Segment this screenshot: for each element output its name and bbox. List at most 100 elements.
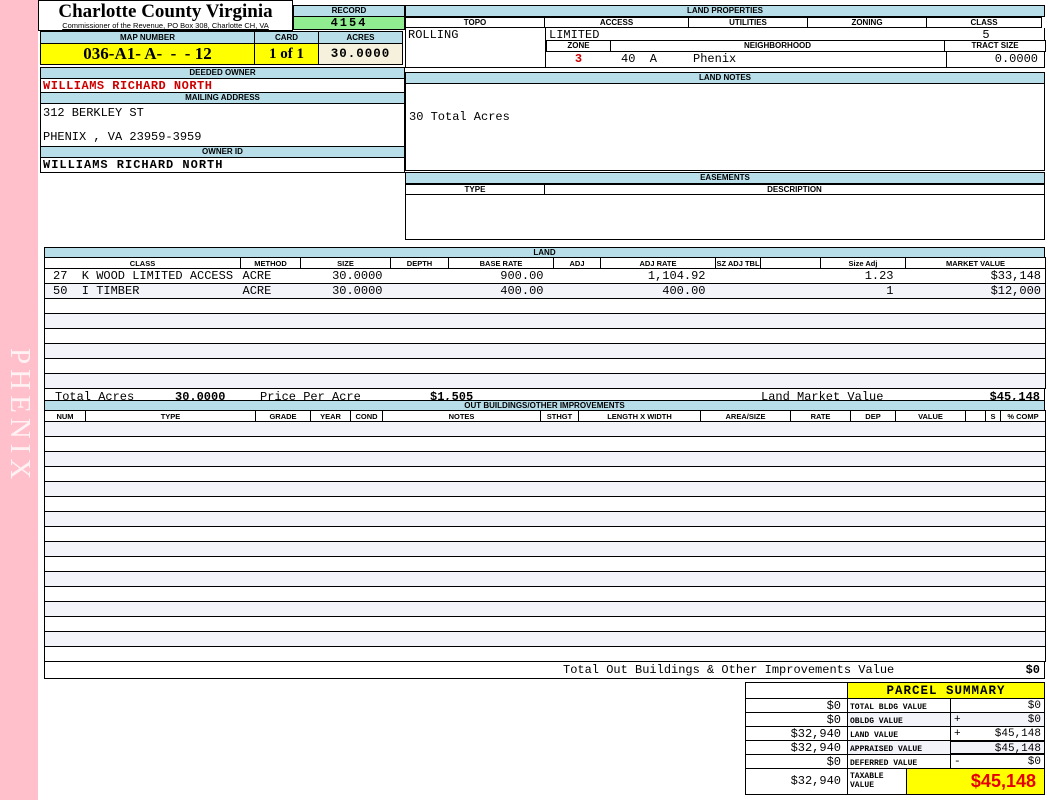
empty-row: [44, 421, 1046, 437]
empty-cell: [44, 586, 1046, 602]
empty-cell: [44, 511, 1046, 527]
land-table-header-row: CLASS METHOD SIZE DEPTH BASE RATE ADJ ADJ RATE…: [44, 257, 1046, 269]
easements-header: EASEMENTS: [405, 172, 1045, 184]
cell: $12,000: [905, 283, 1046, 299]
column-header: SZ ADJ TBL: [715, 257, 761, 269]
parcel-summary: PARCEL SUMMARY $0 TOTAL BLDG VALUE $0 $0 OBL…: [745, 682, 1045, 795]
empty-row: [44, 631, 1046, 647]
empty-row: [44, 646, 1046, 662]
cell: [760, 268, 821, 284]
empty-row: [44, 436, 1046, 452]
empty-cell: [44, 481, 1046, 497]
county-subtitle: Commissioner of the Revenue, PO Box 308,…: [62, 21, 269, 30]
prior-value: $0: [745, 712, 848, 727]
card-value[interactable]: 1 of 1: [254, 43, 319, 65]
prior-value: $32,940: [745, 726, 848, 741]
column-header: RATE: [790, 410, 851, 422]
table-row: 27 K WOOD LIMITED ACCESS ACRE 30.0000 900.0…: [44, 268, 1046, 284]
empty-cell: [44, 646, 1046, 662]
map-value-row: 036-A1- A- - - 12 1 of 1 30.0000: [40, 43, 405, 65]
taxable-value[interactable]: $45,148: [906, 768, 1045, 795]
county-title-box: Charlotte County Virginia Commissioner o…: [38, 0, 293, 31]
column-header: CLASS: [44, 257, 241, 269]
prior-value: $32,940: [745, 740, 848, 755]
land-notes-body[interactable]: 30 Total Acres: [405, 84, 1045, 171]
access-label: ACCESS: [544, 17, 689, 28]
parcel-summary-row: $0 DEFERRED VALUE - $0: [745, 754, 1045, 769]
cell: [715, 268, 761, 284]
empty-cell: [44, 358, 1046, 374]
summary-value: $0: [1027, 714, 1041, 726]
column-header: TYPE: [85, 410, 256, 422]
column-header: ADJ: [553, 257, 601, 269]
parcel-summary-row: $32,940 LAND VALUE + $45,148: [745, 726, 1045, 741]
summary-value: $45,148: [994, 728, 1041, 740]
column-header: ADJ RATE: [600, 257, 716, 269]
topo-label: TOPO: [405, 17, 545, 28]
zone-label: ZONE: [546, 40, 611, 52]
column-header: STHGT: [540, 410, 579, 422]
map-number-value[interactable]: 036-A1- A- - - 12: [40, 43, 255, 65]
watermark-phenix: PHENIX: [4, 348, 36, 485]
parcel-summary-row: $0 OBLDG VALUE + $0: [745, 712, 1045, 727]
cell: 1: [820, 283, 906, 299]
empty-row: [44, 373, 1046, 389]
empty-row: [44, 526, 1046, 542]
empty-cell: [44, 631, 1046, 647]
cell: [715, 283, 761, 299]
parcel-summary-header-row: PARCEL SUMMARY: [745, 682, 1045, 699]
cell: 27 K WOOD LIMITED ACCESS: [44, 268, 241, 284]
column-header: S: [985, 410, 1001, 422]
column-header: MARKET VALUE: [905, 257, 1046, 269]
out-buildings-table: NUM TYPE GRADE YEAR COND NOTES STHGT LENGTH X W…: [44, 410, 1046, 662]
operator: -: [954, 756, 961, 768]
column-header: % COMP: [1000, 410, 1046, 422]
parcel-summary-row: $0 TOTAL BLDG VALUE $0: [745, 698, 1045, 713]
cell: ACRE: [240, 268, 301, 284]
out-buildings-header-row: NUM TYPE GRADE YEAR COND NOTES STHGT LENGTH X W…: [44, 410, 1046, 422]
column-header: YEAR: [310, 410, 351, 422]
deeded-owner-value: WILLIAMS RICHARD NORTH: [40, 78, 405, 93]
summary-label: DEFERRED VALUE: [847, 754, 951, 769]
cell: 50 I TIMBER: [44, 283, 241, 299]
easements-body: [405, 195, 1045, 240]
land-properties-section: LAND PROPERTIES TOPO ACCESS UTILITIES ZO…: [405, 5, 1046, 68]
empty-cell: [44, 496, 1046, 512]
empty-row: [44, 451, 1046, 467]
left-margin-strip: PHENIX: [0, 0, 38, 800]
empty-cell: [44, 421, 1046, 437]
cell: 1.23: [820, 268, 906, 284]
easement-type-label: TYPE: [405, 184, 545, 195]
land-properties-header: LAND PROPERTIES: [405, 5, 1045, 17]
empty-row: [44, 586, 1046, 602]
table-row: 50 I TIMBER ACRE 30.0000 400.00 400.00 1 $12,0…: [44, 283, 1046, 299]
land-section: LAND CLASS METHOD SIZE DEPTH BASE RATE ADJ ADJ…: [44, 247, 1046, 406]
prior-value: $0: [745, 754, 848, 769]
out-buildings-total-label: Total Out Buildings & Other Improvements…: [563, 663, 895, 677]
summary-label: APPRAISED VALUE: [847, 740, 951, 755]
empty-row: [44, 601, 1046, 617]
empty-row: [44, 481, 1046, 497]
acres-value[interactable]: 30.0000: [318, 43, 403, 65]
taxable-label: TAXABLE VALUE: [847, 768, 907, 795]
summary-value-cell: + $45,148: [950, 726, 1045, 741]
empty-cell: [44, 601, 1046, 617]
operator: [951, 699, 965, 712]
neighborhood-label: NEIGHBORHOOD: [610, 40, 945, 52]
taxable-prior-value: $32,940: [745, 768, 848, 795]
empty-cell: [44, 541, 1046, 557]
tract-size-label: TRACT SIZE: [944, 40, 1046, 52]
taxable-value-row: $32,940 TAXABLE VALUE $45,148: [745, 768, 1045, 795]
column-header: GRADE: [255, 410, 311, 422]
land-notes-section: LAND NOTES 30 Total Acres: [405, 72, 1045, 171]
column-header: [760, 257, 821, 269]
summary-label: OBLDG VALUE: [847, 712, 951, 727]
empty-cell: [44, 298, 1046, 314]
easements-section: EASEMENTS TYPE DESCRIPTION: [405, 172, 1045, 240]
operator: +: [954, 714, 961, 726]
record-value[interactable]: 4154: [293, 16, 405, 30]
empty-row: [44, 541, 1046, 557]
record-box: RECORD 4154: [293, 5, 405, 30]
empty-cell: [44, 616, 1046, 632]
empty-cell: [44, 526, 1046, 542]
